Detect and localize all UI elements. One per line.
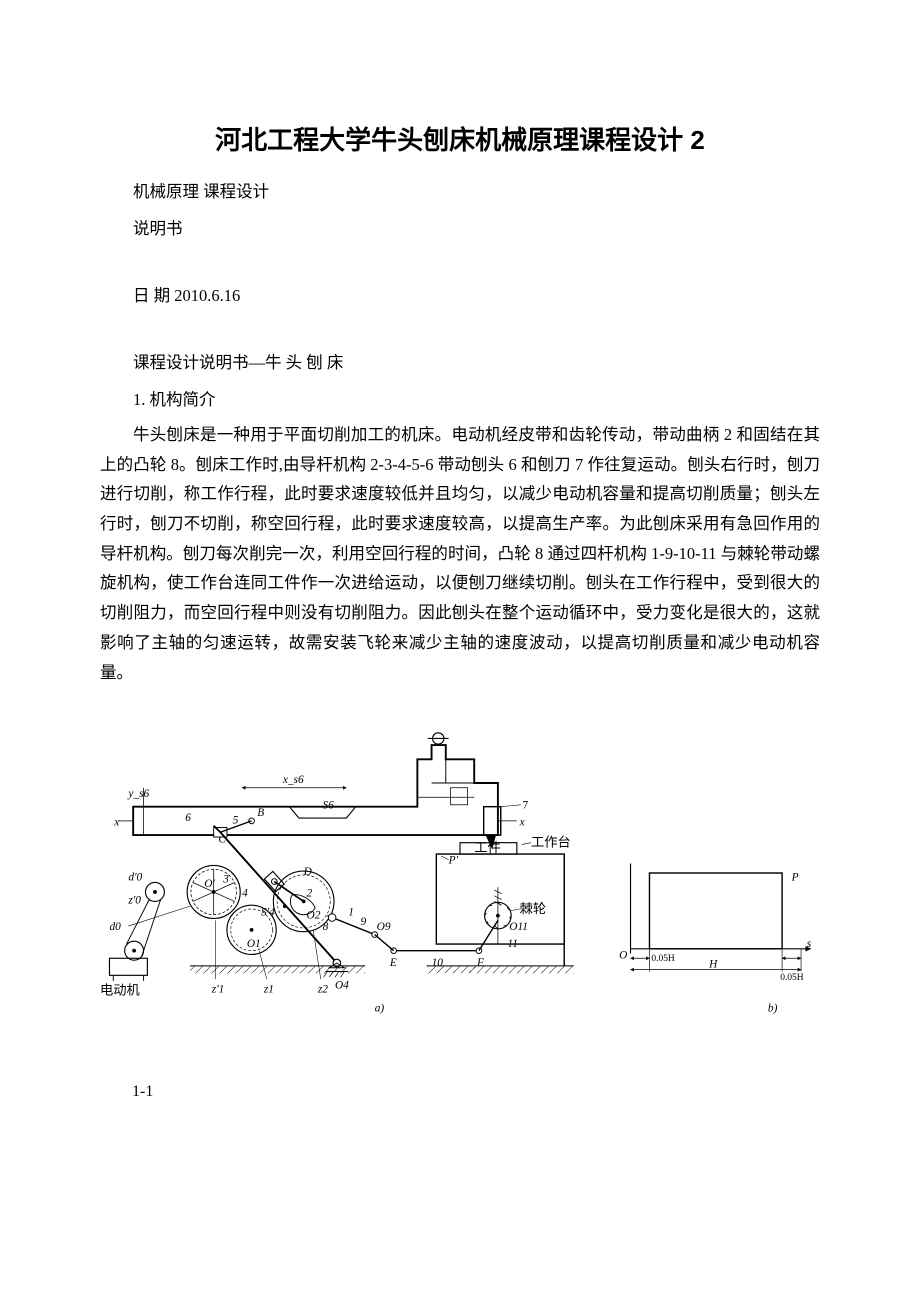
label-d0: d0 — [109, 921, 121, 933]
label-worktable: 工作台 — [531, 835, 571, 850]
label-O11: O11 — [509, 921, 528, 933]
label-4: 4 — [242, 888, 248, 900]
label-d0p: d'0 — [128, 872, 142, 884]
label-H: H — [708, 959, 718, 971]
label-z1p: z'1 — [211, 984, 225, 996]
label-O2: O2 — [307, 910, 321, 922]
label-ratchet: 棘轮 — [520, 901, 547, 916]
label-b: b) — [768, 1003, 778, 1015]
label-8: 8 — [323, 921, 329, 933]
label-z1: z1 — [263, 984, 274, 996]
label-Oaxis: O — [619, 949, 627, 961]
label-ys6: y_s6 — [127, 788, 149, 800]
label-z2: z2 — [317, 984, 328, 996]
label-005r: 0.05H — [780, 973, 804, 983]
label-P: P — [791, 872, 799, 884]
label-1: 1 — [348, 907, 354, 919]
label-x-left: x — [113, 817, 119, 829]
label-O1: O1 — [247, 938, 261, 950]
label-005l: 0.05H — [651, 954, 675, 964]
section-1-title: 1. 机构简介 — [100, 383, 820, 416]
section-heading: 课程设计说明书—牛 头 刨 床 — [100, 346, 820, 379]
figure-container: x x y_s6 x_s6 6 5 B S6 C 7 — [100, 723, 820, 1023]
label-7: 7 — [523, 800, 529, 812]
body-paragraph: 牛头刨床是一种用于平面切削加工的机床。电动机经皮带和齿轮传动，带动曲柄 2 和固… — [100, 420, 820, 687]
subfigure-a: x x y_s6 x_s6 6 5 B S6 C 7 — [100, 733, 574, 1015]
manual-label: 说明书 — [100, 212, 820, 245]
label-s: s — [807, 938, 812, 950]
label-motor: 电动机 — [100, 982, 140, 997]
figure-number: 1-1 — [100, 1083, 820, 1101]
label-a: a) — [375, 1003, 385, 1015]
label-xs6: x_s6 — [282, 774, 304, 786]
spacer — [100, 316, 820, 346]
label-x-right: x — [519, 817, 525, 829]
label-O4: O4 — [335, 980, 349, 992]
label-6: 6 — [185, 812, 191, 824]
label-O9: O9 — [377, 921, 391, 933]
label-S6: S6 — [323, 800, 335, 812]
label-5: 5 — [233, 815, 239, 827]
label-2: 2 — [307, 888, 313, 900]
label-9: 9 — [361, 916, 367, 928]
label-E: E — [389, 957, 397, 969]
date-line: 日 期 2010.6.16 — [100, 279, 820, 312]
label-z0p: z'0 — [127, 895, 141, 907]
document-page: 河北工程大学牛头刨床机械原理课程设计 2 机械原理 课程设计 说明书 日 期 2… — [0, 0, 920, 1161]
mechanism-diagram: x x y_s6 x_s6 6 5 B S6 C 7 — [100, 723, 820, 1023]
subfigure-b: P O s H 0.05H 0.05H b) — [619, 864, 812, 1015]
label-Pprime: P' — [448, 855, 459, 867]
label-workpiece: 工件 — [474, 840, 501, 855]
label-3: 3 — [222, 874, 229, 886]
label-Op: O' — [204, 878, 215, 890]
label-B: B — [257, 807, 264, 819]
subtitle: 机械原理 课程设计 — [100, 175, 820, 208]
spacer — [100, 249, 820, 279]
page-title: 河北工程大学牛头刨床机械原理课程设计 2 — [100, 120, 820, 157]
